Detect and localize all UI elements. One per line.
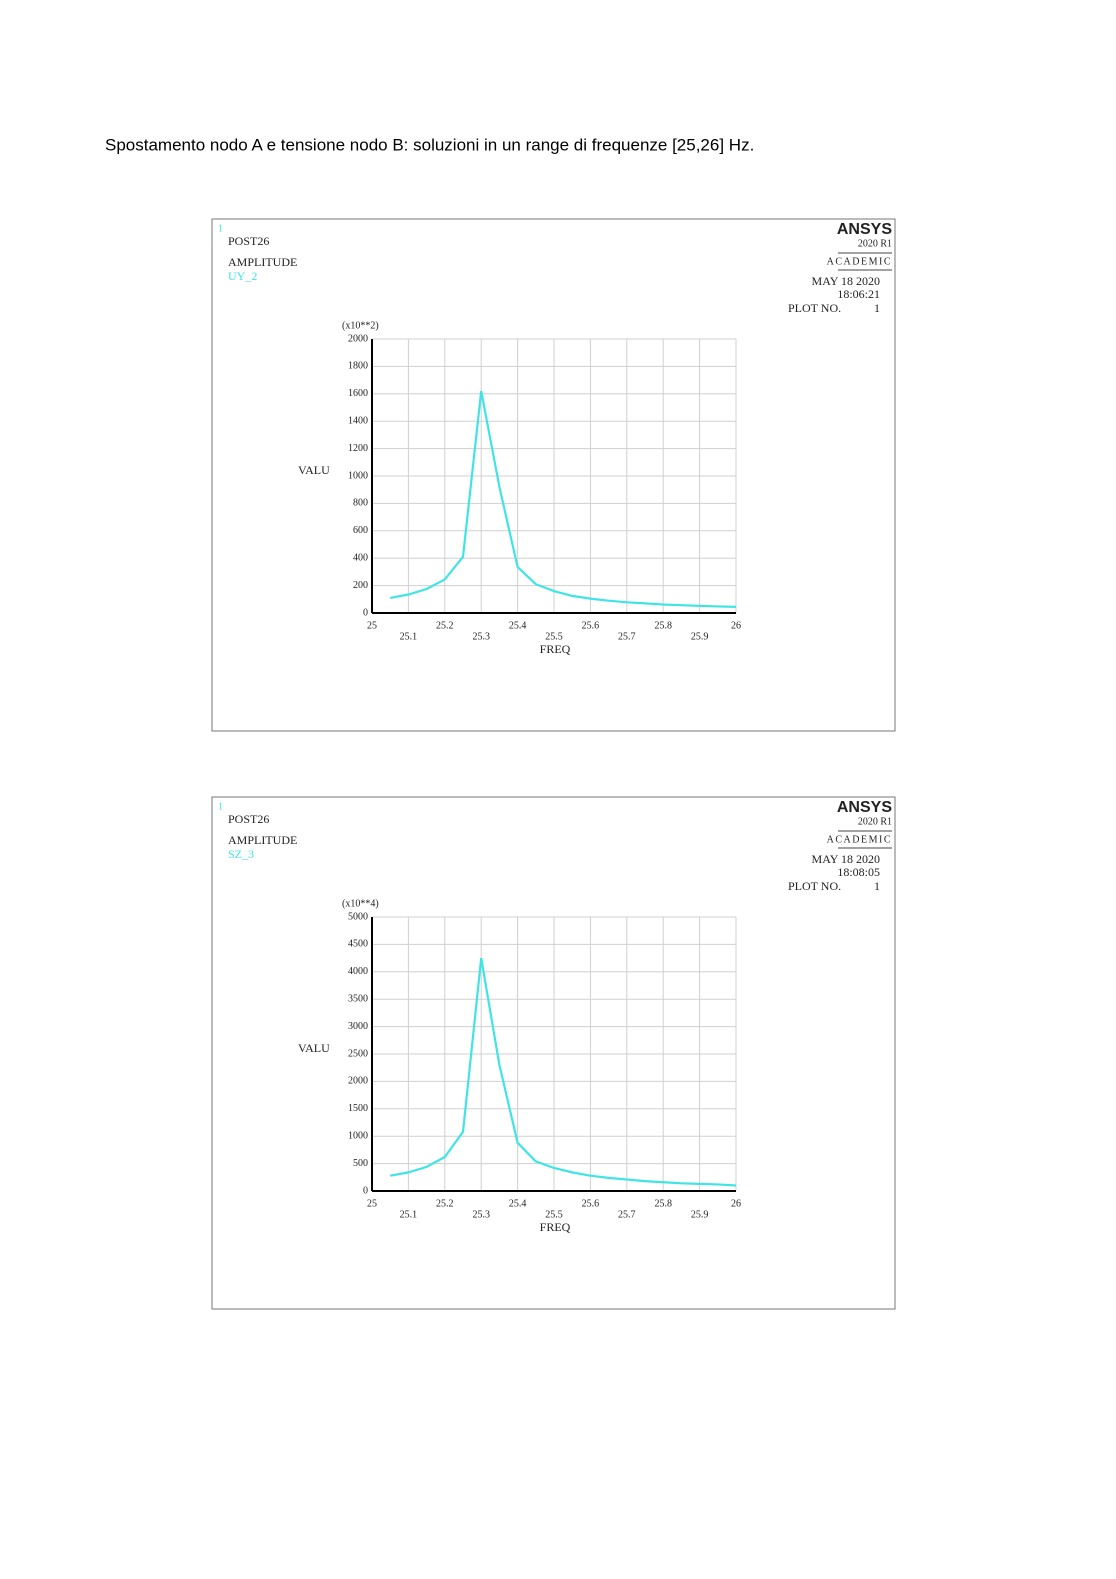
x-tick-label: 25.6 — [582, 1198, 600, 1209]
x-tick-label: 25.9 — [691, 1209, 709, 1220]
program: POST26 — [228, 812, 269, 826]
x-tick-label: 25.8 — [654, 620, 672, 631]
y-tick-label: 0 — [363, 1185, 368, 1196]
x-tick-label: 25.5 — [545, 631, 563, 642]
y-tick-label: 400 — [353, 552, 368, 563]
time: 18:08:05 — [837, 865, 880, 879]
x-tick-label: 25.7 — [618, 631, 636, 642]
legend-entry: SZ_3 — [228, 847, 254, 861]
x-axis-label: FREQ — [540, 642, 571, 656]
x-tick-label: 26 — [731, 1198, 741, 1209]
plot-label: PLOT NO. — [788, 301, 841, 315]
x-tick-label: 25.3 — [472, 1209, 490, 1220]
legend-entry: UY_2 — [228, 269, 257, 283]
plot-frame — [211, 218, 896, 732]
y-tick-label: 4500 — [348, 939, 368, 950]
y-tick-label: 600 — [353, 525, 368, 536]
x-tick-label: 25 — [367, 1198, 377, 1209]
y-tick-label: 1000 — [348, 470, 368, 481]
data-line — [389, 390, 737, 608]
y-tick-label: 1400 — [348, 415, 368, 426]
x-tick-label: 25.9 — [691, 631, 709, 642]
y-tick-label: 1200 — [348, 443, 368, 454]
y-tick-label: 0 — [363, 607, 368, 618]
y-tick-label: 200 — [353, 580, 368, 591]
x-tick-label: 25.2 — [436, 620, 454, 631]
plot-label: PLOT NO. — [788, 879, 841, 893]
logo: ANSYS — [837, 221, 892, 238]
y-axis-label: VALU — [298, 1041, 330, 1055]
plot-number: 1 — [874, 301, 880, 315]
y-tick-label: 2000 — [348, 333, 368, 344]
x-tick-label: 25.4 — [509, 620, 527, 631]
date: MAY 18 2020 — [812, 274, 880, 288]
time: 18:06:21 — [837, 287, 880, 301]
plot-number: 1 — [874, 879, 880, 893]
date: MAY 18 2020 — [812, 852, 880, 866]
y-tick-label: 3000 — [348, 1021, 368, 1032]
version: 2020 R1 — [858, 238, 892, 249]
x-tick-label: 25.2 — [436, 1198, 454, 1209]
x-tick-label: 25.7 — [618, 1209, 636, 1220]
window-number: 1 — [218, 801, 223, 812]
y-tick-label: 800 — [353, 498, 368, 509]
y-tick-label: 500 — [353, 1158, 368, 1169]
y-multiplier: (x10**2) — [342, 320, 379, 331]
x-tick-label: 25.6 — [582, 620, 600, 631]
x-tick-label: 25.3 — [472, 631, 490, 642]
x-tick-label: 25.1 — [400, 1209, 418, 1220]
x-tick-label: 26 — [731, 620, 741, 631]
program: POST26 — [228, 234, 269, 248]
x-tick-label: 25.4 — [509, 1198, 527, 1209]
heading: Spostamento nodo A e tensione nodo B: so… — [105, 135, 754, 154]
y-tick-label: 5000 — [348, 911, 368, 922]
logo: ANSYS — [837, 799, 892, 816]
y-tick-label: 1500 — [348, 1103, 368, 1114]
license: ACADEMIC — [827, 834, 892, 845]
y-tick-label: 2000 — [348, 1076, 368, 1087]
y-axis-label: VALU — [298, 463, 330, 477]
window-number: 1 — [218, 223, 223, 234]
x-tick-label: 25.1 — [400, 631, 418, 642]
version: 2020 R1 — [858, 816, 892, 827]
y-tick-label: 4000 — [348, 966, 368, 977]
x-tick-label: 25 — [367, 620, 377, 631]
y-tick-label: 1000 — [348, 1130, 368, 1141]
plot-title: AMPLITUDE — [228, 833, 297, 847]
plot-frame — [211, 796, 896, 1310]
x-tick-label: 25.8 — [654, 1198, 672, 1209]
plot-title: AMPLITUDE — [228, 255, 297, 269]
y-tick-label: 2500 — [348, 1048, 368, 1059]
x-axis-label: FREQ — [540, 1220, 571, 1234]
y-tick-label: 3500 — [348, 993, 368, 1004]
x-tick-label: 25.5 — [545, 1209, 563, 1220]
y-tick-label: 1600 — [348, 388, 368, 399]
y-tick-label: 1800 — [348, 361, 368, 372]
license: ACADEMIC — [827, 256, 892, 267]
y-multiplier: (x10**4) — [342, 898, 379, 909]
data-line — [390, 957, 737, 1187]
